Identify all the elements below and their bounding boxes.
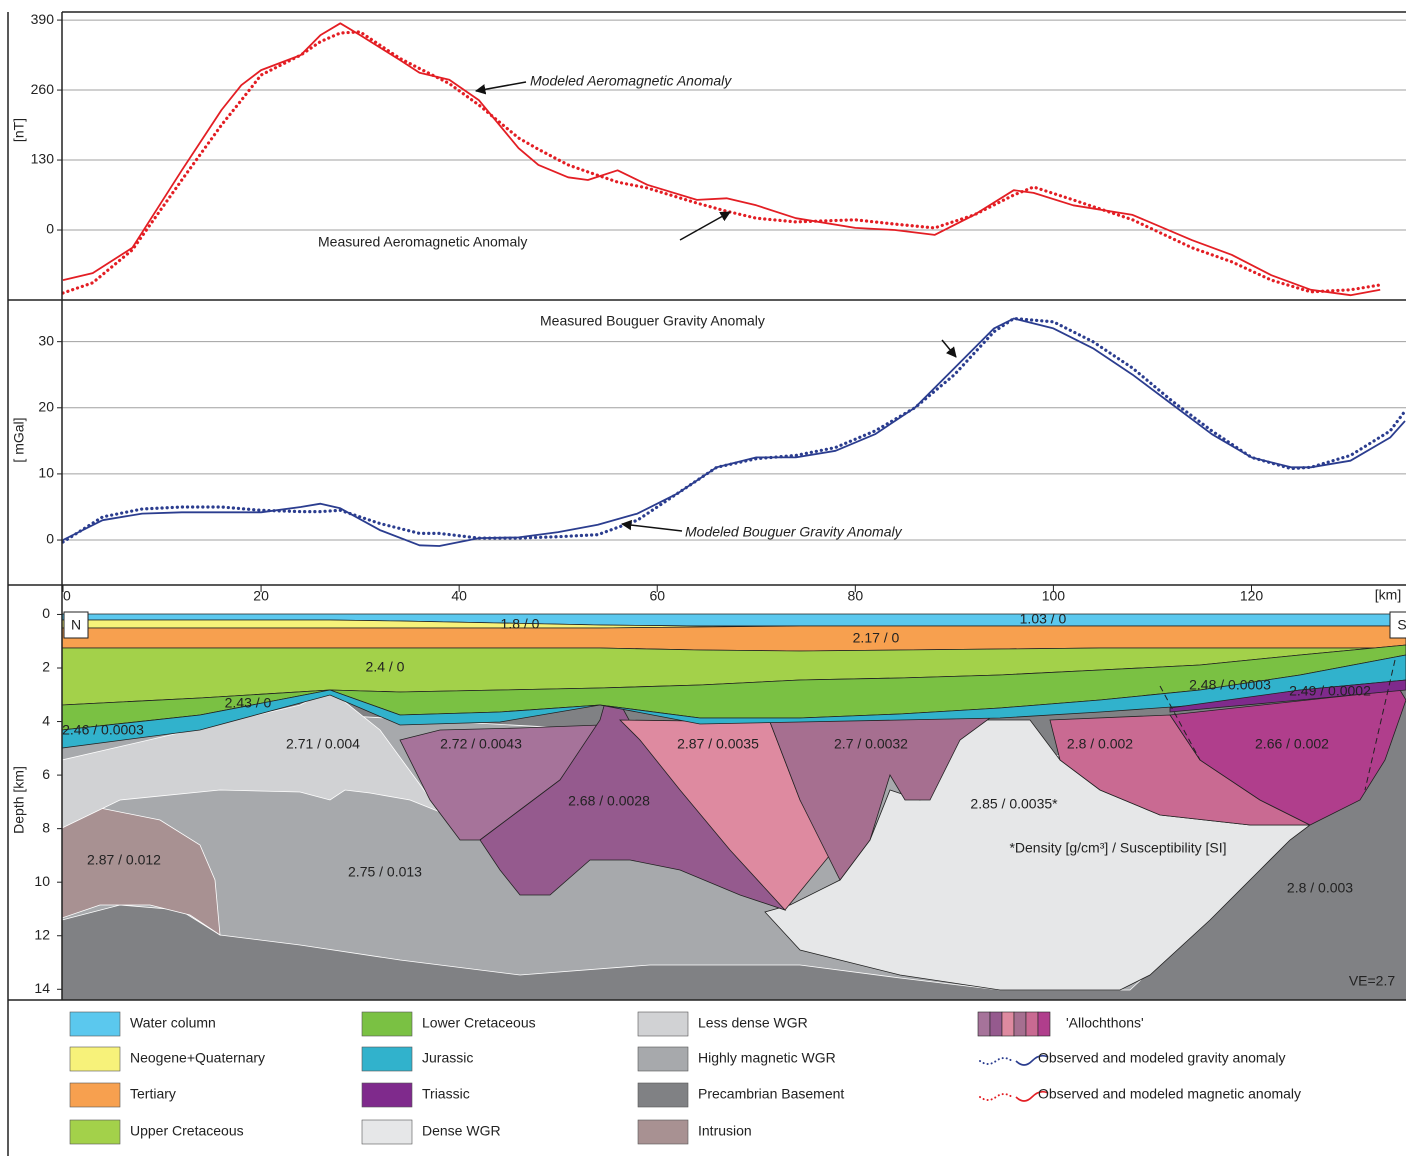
x-tick-label: 20 bbox=[253, 588, 269, 604]
annotation-arrow bbox=[622, 524, 682, 531]
legend-label: Tertiary bbox=[130, 1086, 176, 1102]
y-tick-label: 2 bbox=[42, 659, 50, 675]
y-axis-label: [nT] bbox=[11, 118, 27, 142]
legend-swatch bbox=[362, 1083, 412, 1107]
y-tick-label: 8 bbox=[42, 819, 50, 835]
legend-swatch bbox=[978, 1012, 990, 1036]
body-label: 2.48 / 0.0003 bbox=[1189, 677, 1271, 693]
direction-label: S bbox=[1397, 617, 1406, 633]
y-tick-label: 390 bbox=[31, 11, 55, 27]
body-label: 2.85 / 0.0035* bbox=[970, 796, 1058, 812]
direction-label: N bbox=[71, 617, 81, 633]
y-tick-label: 12 bbox=[34, 926, 50, 942]
body-label: 2.75 / 0.013 bbox=[348, 864, 422, 880]
legend-line bbox=[980, 1094, 1012, 1100]
annotation: Measured Bouguer Gravity Anomaly bbox=[540, 313, 765, 329]
y-tick-label: 0 bbox=[46, 531, 54, 547]
body-label: 1.8 / 0 bbox=[501, 616, 540, 632]
annotation: Modeled Bouguer Gravity Anomaly bbox=[685, 524, 903, 540]
y-tick-label: 260 bbox=[31, 81, 55, 97]
body-label: 2.71 / 0.004 bbox=[286, 736, 360, 752]
x-tick-label: 60 bbox=[649, 588, 665, 604]
x-tick-label: 120 bbox=[1240, 588, 1264, 604]
body-label: 2.17 / 0 bbox=[853, 630, 900, 646]
legend-label: Less dense WGR bbox=[698, 1015, 808, 1031]
legend-swatch bbox=[362, 1012, 412, 1036]
annotation: Measured Aeromagnetic Anomaly bbox=[318, 234, 527, 250]
legend-swatch bbox=[1002, 1012, 1014, 1036]
x-axis-label: [km] bbox=[1375, 587, 1401, 603]
legend-label: Triassic bbox=[422, 1086, 470, 1102]
y-axis-label: [ mGal] bbox=[11, 417, 27, 462]
y-tick-label: 0 bbox=[46, 221, 54, 237]
body-label: 2.68 / 0.0028 bbox=[568, 793, 650, 809]
y-axis-label: Depth [km] bbox=[11, 766, 27, 834]
legend-swatch bbox=[362, 1047, 412, 1071]
y-tick-label: 4 bbox=[42, 712, 50, 728]
body-label: 2.66 / 0.002 bbox=[1255, 736, 1329, 752]
legend-swatch bbox=[70, 1083, 120, 1107]
legend-swatch bbox=[638, 1047, 688, 1071]
legend-label: Observed and modeled magnetic anomaly bbox=[1038, 1086, 1301, 1102]
legend-label: Dense WGR bbox=[422, 1123, 501, 1139]
legend-swatch bbox=[1014, 1012, 1026, 1036]
body-label: 2.4 / 0 bbox=[366, 659, 405, 675]
legend-swatch bbox=[1026, 1012, 1038, 1036]
legend-swatch bbox=[70, 1047, 120, 1071]
x-tick-label: 40 bbox=[451, 588, 467, 604]
note: *Density [g/cm³] / Susceptibility [SI] bbox=[1009, 840, 1226, 856]
legend-line bbox=[980, 1058, 1012, 1064]
legend-swatch bbox=[70, 1012, 120, 1036]
body-label: 2.7 / 0.0032 bbox=[834, 736, 908, 752]
y-tick-label: 10 bbox=[34, 873, 50, 889]
legend-swatch bbox=[638, 1120, 688, 1144]
x-tick-label: 0 bbox=[63, 588, 71, 604]
legend-label: Highly magnetic WGR bbox=[698, 1050, 836, 1066]
legend-label: Intrusion bbox=[698, 1123, 752, 1139]
body-label: 2.72 / 0.0043 bbox=[440, 736, 522, 752]
body-label: 2.8 / 0.003 bbox=[1287, 880, 1353, 896]
y-tick-label: 6 bbox=[42, 766, 50, 782]
legend-swatch bbox=[990, 1012, 1002, 1036]
legend-label: Neogene+Quaternary bbox=[130, 1050, 265, 1066]
y-tick-label: 130 bbox=[31, 151, 55, 167]
legend-label: Upper Cretaceous bbox=[130, 1123, 244, 1139]
y-tick-label: 0 bbox=[42, 605, 50, 621]
legend-swatch bbox=[638, 1012, 688, 1036]
geologic-body bbox=[62, 626, 1406, 651]
body-label: 1.03 / 0 bbox=[1020, 611, 1067, 627]
legend-label: Lower Cretaceous bbox=[422, 1015, 536, 1031]
body-label: 2.8 / 0.002 bbox=[1067, 736, 1133, 752]
legend-label: 'Allochthons' bbox=[1066, 1015, 1144, 1031]
body-label: 2.43 / 0 bbox=[225, 695, 272, 711]
body-label: 2.87 / 0.012 bbox=[87, 852, 161, 868]
body-label: 2.87 / 0.0035 bbox=[677, 736, 759, 752]
y-tick-label: 30 bbox=[38, 332, 54, 348]
x-tick-label: 100 bbox=[1042, 588, 1066, 604]
legend: Water column Neogene+Quaternary Tertiary Up… bbox=[70, 1012, 1301, 1144]
legend-swatch bbox=[638, 1083, 688, 1107]
ve-label: VE=2.7 bbox=[1349, 973, 1396, 989]
legend-swatch bbox=[1038, 1012, 1050, 1036]
annotation-arrow bbox=[942, 340, 956, 357]
y-tick-label: 10 bbox=[38, 465, 54, 481]
series-line bbox=[63, 23, 1380, 295]
annotation-arrow bbox=[680, 212, 730, 240]
legend-label: Water column bbox=[130, 1015, 216, 1031]
x-tick-label: 80 bbox=[848, 588, 864, 604]
body-label: 2.46 / 0.0003 bbox=[62, 722, 144, 738]
y-tick-label: 20 bbox=[38, 398, 54, 414]
legend-swatch bbox=[70, 1120, 120, 1144]
legend-label: Observed and modeled gravity anomaly bbox=[1038, 1050, 1285, 1066]
y-tick-label: 14 bbox=[34, 980, 50, 996]
series-line bbox=[63, 319, 1405, 543]
annotation: Modeled Aeromagnetic Anomaly bbox=[530, 73, 732, 89]
legend-label: Jurassic bbox=[422, 1050, 473, 1066]
legend-label: Precambrian Basement bbox=[698, 1086, 844, 1102]
cross-section bbox=[62, 614, 1406, 1000]
figure: 0130260390Modeled Aeromagnetic AnomalyMe… bbox=[0, 0, 1406, 1156]
body-label: 2.49 / 0.0002 bbox=[1289, 683, 1371, 699]
legend-swatch bbox=[362, 1120, 412, 1144]
